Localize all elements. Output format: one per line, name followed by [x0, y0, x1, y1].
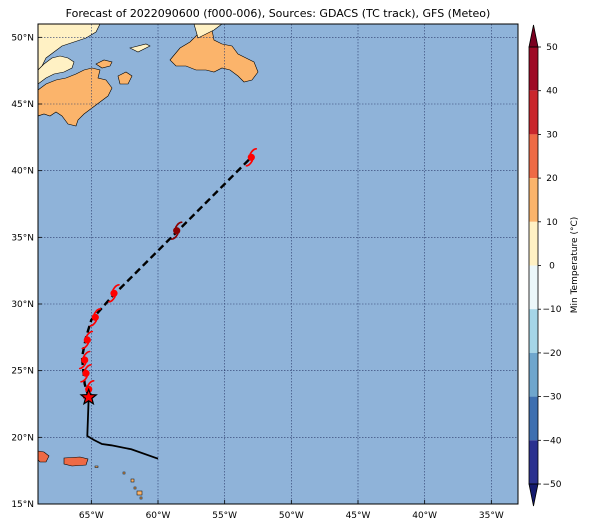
- map-border: [37, 23, 519, 505]
- map-panel: 65°W 60°W 55°W 50°W 45°W 40°W 35°W 15°N 20°N 25°…: [11, 23, 519, 521]
- land-pei: [95, 59, 113, 69]
- lat-tick-labels: 15°N 20°N 25°N 30°N 35°N 40°N 45°N 50°N: [11, 33, 42, 510]
- hurricane-symbol-icon: [78, 350, 91, 370]
- colorbar-extend-max: [528, 24, 539, 48]
- land-newfoundland-north: [193, 24, 223, 39]
- lat-tick-label: 15°N: [11, 500, 34, 510]
- lon-tick-labels: 65°W 60°W 55°W 50°W 45°W 40°W 35°W: [79, 500, 504, 521]
- colorbar-level: [529, 90, 538, 135]
- hurricane-symbol-icon: [108, 283, 120, 303]
- colorbar-tick-label: 50: [546, 43, 558, 53]
- graticule: [38, 24, 518, 504]
- ocean-background: [38, 24, 518, 504]
- lat-tick-label: 35°N: [11, 233, 34, 243]
- land-maine: [38, 55, 75, 85]
- colorbar-level: [529, 134, 538, 179]
- land-layer: [38, 24, 259, 500]
- hurricane-symbol-icon: [89, 307, 102, 327]
- colorbar-tick-label: −30: [543, 393, 562, 403]
- lon-tick-label: 40°W: [412, 511, 437, 521]
- land-cape-breton: [117, 71, 133, 85]
- map-title: Forecast of 2022090600 (f000-006), Sourc…: [65, 7, 491, 20]
- colorbar-extend-min: [528, 483, 539, 507]
- land-puerto-rico: [63, 456, 89, 467]
- lon-tick-label: 35°W: [479, 511, 504, 521]
- colorbar-level: [529, 47, 538, 91]
- land-hispaniola: [38, 450, 50, 463]
- lon-tick-label: 45°W: [346, 511, 371, 521]
- hurricane-symbol-icon: [81, 330, 94, 350]
- hurricane-symbol-icon: [80, 363, 92, 383]
- land-nova-scotia: [38, 67, 113, 127]
- track-past-line: [86, 397, 159, 460]
- colorbar-level: [529, 309, 538, 353]
- colorbar: 50 40 30 20 10 0 −10 −20 −30 −40 −50 Min Temperatu…: [528, 24, 580, 507]
- land-anticosti: [129, 43, 151, 53]
- tc-track-layer: [78, 148, 258, 460]
- colorbar-level: [529, 440, 538, 484]
- colorbar-level: [529, 221, 538, 266]
- lon-tick-label: 60°W: [146, 511, 171, 521]
- lat-tick-label: 30°N: [11, 300, 34, 310]
- lat-tick-label: 50°N: [11, 33, 34, 43]
- colorbar-level: [529, 265, 538, 310]
- colorbar-tick-label: 10: [546, 218, 558, 228]
- colorbar-level: [529, 352, 538, 397]
- lon-tick-label: 55°W: [212, 511, 237, 521]
- colorbar-tick-label: 20: [546, 174, 558, 184]
- colorbar-tick-label: 40: [546, 87, 558, 97]
- lat-tick-label: 25°N: [11, 367, 34, 377]
- colorbar-level: [529, 178, 538, 222]
- colorbar-tick-label: −20: [543, 349, 562, 359]
- lat-tick-label: 40°N: [11, 167, 34, 177]
- colorbar-title: Min Temperature (°C): [570, 217, 580, 314]
- lon-tick-label: 50°W: [279, 511, 304, 521]
- lon-tick-label: 65°W: [79, 511, 104, 521]
- colorbar-tick-label: −40: [543, 436, 562, 446]
- hurricane-symbol-icon: [170, 221, 183, 240]
- colorbar-tick-label: 30: [546, 130, 558, 140]
- colorbar-tick-label: −10: [543, 305, 562, 315]
- current-position-star-icon: [79, 387, 98, 406]
- lat-tick-label: 20°N: [11, 433, 34, 443]
- land-lesser-antilles: [94, 465, 143, 500]
- hurricane-symbol-icon: [245, 148, 258, 167]
- colorbar-tick-label: 0: [549, 262, 555, 272]
- colorbar-tick-label: −50: [543, 480, 562, 490]
- colorbar-level: [529, 396, 538, 441]
- lat-tick-label: 45°N: [11, 100, 34, 110]
